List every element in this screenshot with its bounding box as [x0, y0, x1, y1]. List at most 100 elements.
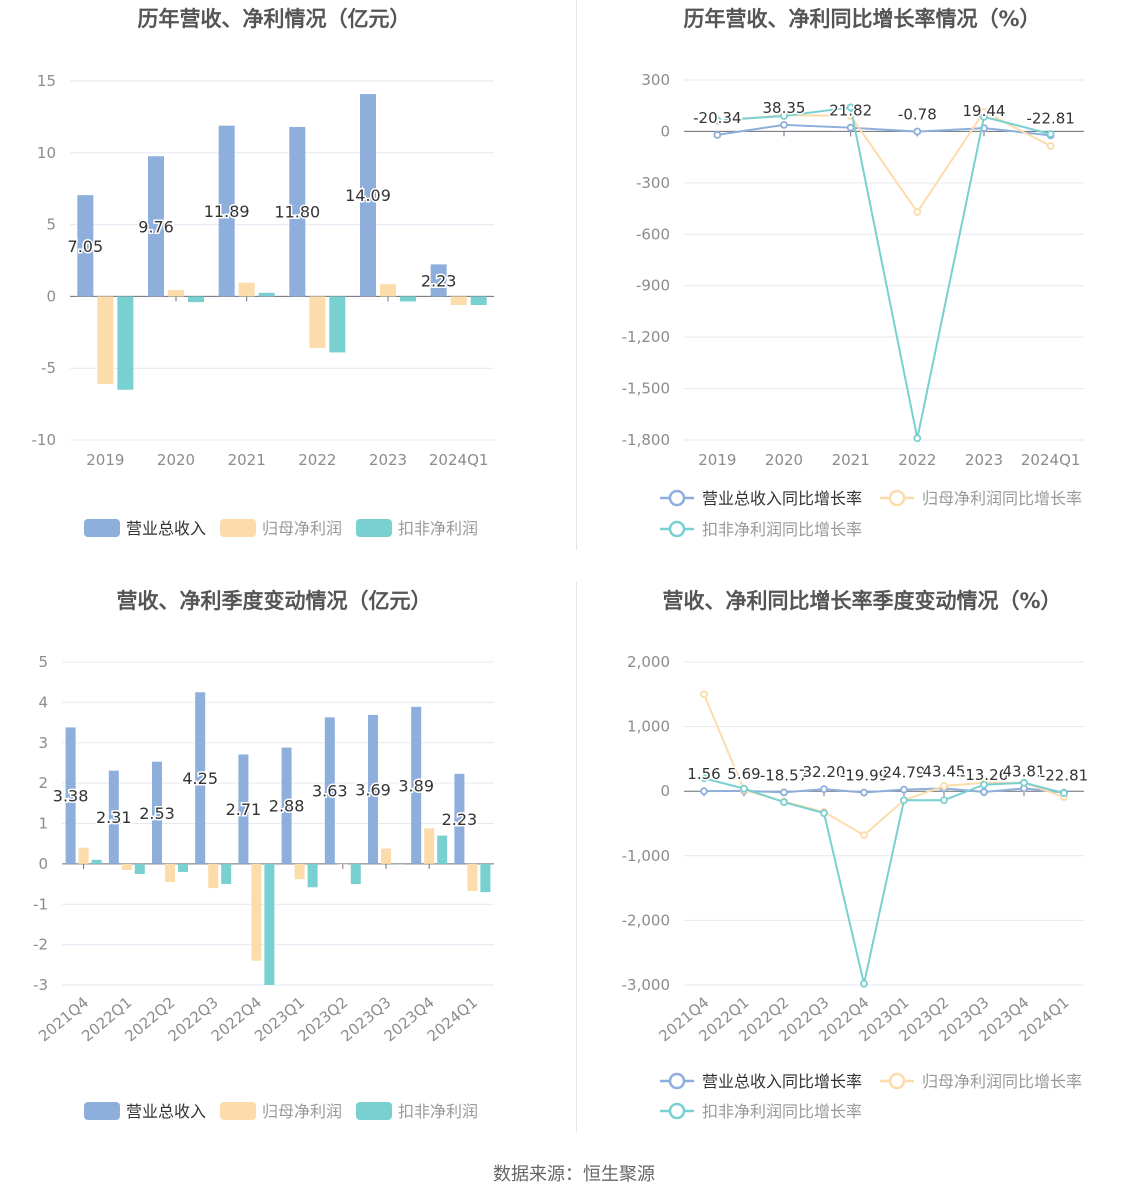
bar-deducted-profit: [307, 863, 318, 888]
data-point: [913, 127, 922, 136]
y-tick-label: 5: [38, 653, 48, 671]
legend-swatch: [356, 519, 392, 537]
data-point: [980, 780, 988, 789]
revenue-data-label: 7.05: [68, 237, 104, 256]
growth-data-label: 21.82: [829, 102, 872, 120]
legend-swatch-marker: [888, 1072, 906, 1090]
bar-deducted-profit: [134, 863, 145, 874]
y-tick-label: -5: [41, 359, 56, 377]
data-point: [940, 796, 948, 805]
x-tick-label: 2021: [228, 451, 266, 469]
legend-swatch-marker: [668, 1072, 686, 1090]
bar-deducted-profit: [480, 863, 491, 893]
y-tick-label: 3: [38, 734, 48, 752]
legend-label: 营业总收入: [126, 1102, 206, 1121]
bar-net-profit: [78, 847, 89, 864]
legend-swatch: [220, 1102, 256, 1120]
revenue-data-label: 14.09: [345, 186, 391, 205]
bar-net-profit: [208, 863, 219, 889]
revenue-data-label: 9.76: [138, 217, 174, 236]
annual-growth-rate-chart: 历年营收、净利同比增长率情况（%） -1,800 -1,500 -1,200 -900 -…: [622, 7, 1084, 539]
bar-revenue: [195, 692, 206, 864]
x-tick-label: 2019: [698, 451, 736, 469]
bar-revenue: [108, 770, 119, 864]
bar-deducted-profit: [400, 296, 416, 302]
data-point: [846, 103, 855, 112]
y-tick-label: -3: [33, 976, 48, 994]
x-tick-label: 2020: [765, 451, 803, 469]
revenue-data-label: 3.69: [355, 780, 391, 799]
legend-label: 扣非净利润: [398, 519, 478, 538]
data-point: [1046, 142, 1055, 150]
data-point: [780, 798, 788, 807]
x-tick-label: 2022: [898, 451, 936, 469]
x-tick-label: 2024Q1: [1021, 451, 1081, 469]
y-tick-label: -1,500: [622, 380, 670, 398]
data-point: [980, 788, 988, 796]
bar-revenue: [218, 125, 235, 297]
bar-revenue: [411, 706, 422, 864]
x-tick-label: 2019: [86, 451, 124, 469]
series-line-revenue-growth: [717, 123, 1051, 137]
x-tick-label: 2020: [157, 451, 195, 469]
data-point: [900, 785, 908, 794]
bar-revenue: [289, 126, 306, 297]
annual-bar-panel: 历年营收、净利情况（亿元） -10 -5 0 5 10 15 2019 2020 2021 2022…: [0, 0, 576, 560]
revenue-data-label: 2.31: [96, 808, 132, 827]
revenue-data-label: 11.80: [274, 203, 320, 222]
growth-data-label: 38.35: [763, 99, 806, 117]
quarterly-revenue-profit-chart: 营收、净利季度变动情况（亿元）-3-2-10123452021Q42022Q12…: [33, 589, 494, 1121]
data-point: [1020, 778, 1028, 787]
y-tick-label: 0: [38, 855, 48, 873]
revenue-data-label: 2.71: [226, 800, 262, 819]
data-point: [700, 774, 708, 783]
chart-title: 历年营收、净利同比增长率情况（%）: [683, 7, 1040, 31]
bar-deducted-profit: [91, 859, 102, 864]
data-point: [913, 208, 922, 216]
data-point: [980, 112, 988, 121]
y-tick-label: -900: [636, 277, 670, 295]
y-tick-label: -3,000: [622, 976, 670, 994]
y-tick-label: 2,000: [627, 653, 670, 671]
legend-label: 归母净利润: [262, 1102, 342, 1121]
series-line-revenue-growth: [703, 787, 1065, 794]
legend-label: 扣非净利润同比增长率: [702, 1102, 862, 1121]
revenue-data-label: 3.89: [398, 776, 434, 795]
bar-revenue: [77, 195, 94, 297]
legend-swatch: [356, 1102, 392, 1120]
chart-title: 历年营收、净利情况（亿元）: [138, 7, 411, 31]
vertical-divider-bottom: [576, 582, 577, 1132]
growth-data-label: 43.45: [923, 762, 966, 780]
data-point: [860, 831, 868, 840]
bar-net-profit: [97, 296, 114, 384]
legend-label: 归母净利润同比增长率: [922, 489, 1082, 508]
y-tick-label: -10: [32, 431, 57, 449]
bar-net-profit: [380, 284, 396, 297]
legend-swatch-marker: [668, 489, 686, 507]
bar-deducted-profit: [350, 863, 361, 885]
quarterly-bar-panel: 营收、净利季度变动情况（亿元） -3 -2 -1 0 1 2 3 4 5 2021Q4 2022Q1 2…: [0, 582, 576, 1142]
bar-net-profit: [381, 848, 391, 864]
chart-title: 营收、净利同比增长率季度变动情况（%）: [662, 589, 1061, 613]
bar-revenue: [238, 754, 249, 864]
growth-data-label: 24.79: [883, 764, 926, 782]
data-point: [1046, 130, 1055, 138]
legend-label: 扣非净利润: [398, 1102, 478, 1121]
y-tick-label: 4: [38, 693, 48, 711]
bar-net-profit: [251, 863, 262, 961]
bar-revenue: [152, 761, 162, 864]
bar-net-profit: [121, 863, 132, 870]
x-tick-label: 2022: [298, 451, 336, 469]
data-point: [900, 796, 908, 805]
revenue-data-label: 2.88: [269, 797, 305, 816]
bar-net-profit: [238, 282, 255, 297]
data-point: [913, 434, 922, 443]
y-tick-label: 0: [660, 782, 670, 800]
vertical-divider-top: [576, 0, 577, 550]
data-point: [820, 809, 828, 818]
bar-revenue: [148, 156, 164, 297]
data-point: [820, 785, 828, 794]
y-tick-label: 1,000: [627, 718, 670, 736]
legend-label: 营业总收入同比增长率: [702, 489, 862, 508]
data-point: [740, 784, 748, 793]
